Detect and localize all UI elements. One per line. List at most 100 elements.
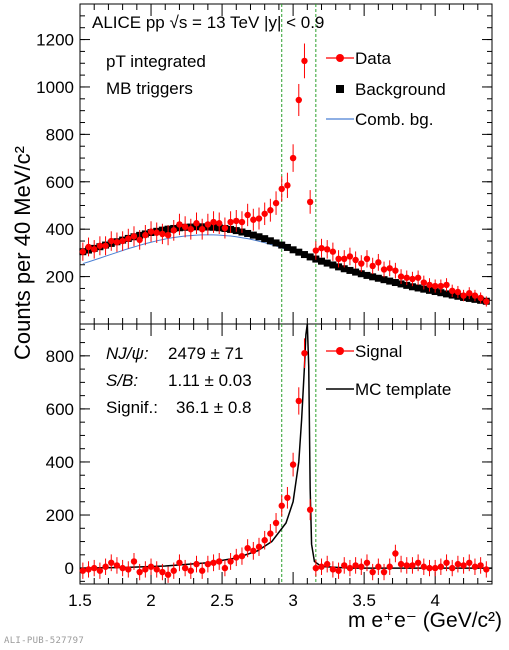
legend-combbg-label: Comb. bg. [355, 110, 433, 129]
signal-point [261, 537, 268, 544]
data-point [375, 259, 382, 266]
top-ytick-label: 1200 [36, 31, 74, 50]
data-point [142, 231, 149, 239]
signal-point [159, 568, 166, 576]
energy-annotation: ALICE pp √s = 13 TeV |y| < 0.9 [92, 13, 324, 32]
data-point [210, 218, 217, 226]
data-point [125, 235, 132, 242]
xtick-label: 3 [288, 591, 297, 610]
signal-point [341, 562, 348, 569]
background-point [380, 276, 388, 284]
data-point [108, 237, 115, 245]
bottom-ytick-label: 800 [46, 347, 74, 366]
signal-point [284, 494, 291, 501]
signal-point [153, 566, 160, 573]
top-ytick-label: 1000 [36, 78, 74, 97]
signal-point [460, 562, 467, 569]
signal-point [346, 564, 354, 572]
background-point [340, 265, 348, 273]
signal-point [113, 562, 121, 569]
sb-value: 1.11 ± 0.03 [168, 371, 252, 390]
data-point [346, 253, 354, 260]
bottom-legend: Signal MC template [326, 342, 451, 399]
signal-point [79, 567, 87, 574]
background-point [306, 253, 314, 261]
sb-label: S/B: [106, 371, 138, 390]
signal-point [193, 560, 200, 568]
xtick-label: 4 [430, 591, 439, 610]
signal-point [324, 560, 331, 568]
data-point [358, 260, 365, 267]
signal-point [431, 564, 439, 572]
background-point [244, 229, 252, 237]
signal-point [437, 563, 445, 570]
data-point [420, 279, 428, 286]
data-point [136, 236, 143, 244]
signal-point [147, 563, 155, 570]
data-point [289, 154, 297, 162]
signal-point [403, 562, 410, 569]
signal-point [198, 567, 206, 574]
signal-point [221, 564, 229, 572]
signal-point [227, 558, 234, 565]
data-point [369, 262, 376, 270]
data-point [147, 228, 155, 235]
signal-point [443, 559, 450, 566]
signal-point [375, 563, 382, 570]
signif-label: Signif.: [106, 398, 158, 417]
background-point [443, 290, 451, 298]
data-point [102, 242, 109, 249]
background-point [374, 274, 382, 282]
signal-point [392, 550, 399, 557]
background-point [283, 243, 291, 251]
top-panel-marks [79, 43, 490, 307]
background-point [403, 281, 411, 289]
signal-point [85, 566, 92, 573]
background-point [266, 237, 274, 245]
signal-point [306, 506, 314, 513]
publication-id: ALI-PUB-527797 [4, 636, 85, 646]
signal-point [244, 544, 251, 552]
signal-point [91, 564, 98, 572]
signal-point [102, 563, 109, 570]
signal-point [449, 564, 456, 572]
signal-point [363, 559, 371, 566]
data-point [318, 244, 325, 252]
signal-point [210, 559, 217, 566]
data-point [204, 221, 212, 228]
signal-point [386, 563, 393, 570]
signal-point [170, 567, 177, 574]
signal-point [466, 559, 473, 566]
data-point [403, 274, 410, 281]
background-point [346, 266, 354, 274]
signal-point [409, 562, 416, 569]
signal-point [477, 562, 484, 569]
signal-point [414, 559, 422, 566]
data-point [244, 211, 251, 219]
data-point [198, 225, 206, 233]
n-jpsi-label: NJ/ψ: [106, 344, 149, 363]
signal-point [272, 519, 280, 527]
data-point [91, 246, 98, 253]
top-ytick-label: 600 [46, 173, 74, 192]
signal-point [483, 566, 490, 573]
data-point [261, 210, 268, 217]
signal-point [318, 563, 325, 570]
signal-point [238, 552, 246, 560]
data-point [187, 225, 195, 233]
signal-point [278, 502, 285, 509]
data-point [238, 218, 246, 226]
signal-point [216, 558, 223, 565]
fit-stats: NJ/ψ: 2479 ± 71 S/B: 1.11 ± 0.03 Signif.… [106, 344, 252, 417]
data-point [437, 282, 445, 290]
data-point [159, 230, 166, 238]
background-point [363, 271, 371, 279]
data-point [341, 255, 348, 263]
signal-point [164, 571, 172, 578]
background-point [357, 270, 365, 278]
data-point [113, 239, 121, 246]
data-point [335, 255, 342, 263]
bottom-panel-axes: 0 200 400 600 800 1.5 2 2.5 3 3.5 4 [46, 324, 493, 610]
x-axis-title: m e⁺e⁻ (GeV/c²) [348, 609, 503, 632]
background-point [318, 257, 326, 265]
